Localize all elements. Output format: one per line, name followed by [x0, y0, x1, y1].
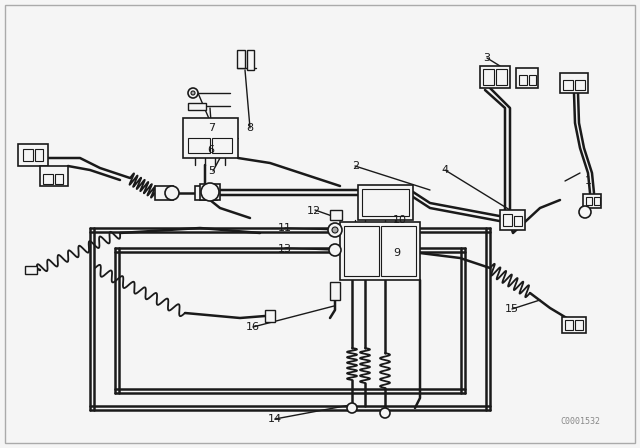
Bar: [500, 210, 525, 230]
Bar: [575, 320, 583, 330]
Text: 8: 8: [246, 123, 253, 133]
Circle shape: [201, 183, 219, 201]
Bar: [563, 80, 573, 90]
Bar: [25, 266, 37, 274]
Bar: [514, 216, 522, 226]
Text: 4: 4: [441, 165, 449, 175]
Bar: [344, 226, 379, 276]
Bar: [188, 103, 206, 110]
Text: 6: 6: [208, 145, 214, 155]
Circle shape: [329, 244, 341, 256]
Text: 14: 14: [268, 414, 282, 424]
Bar: [586, 197, 592, 205]
Bar: [483, 69, 494, 85]
Text: 15: 15: [505, 304, 519, 314]
Bar: [519, 75, 527, 85]
Bar: [247, 50, 254, 70]
Bar: [200, 184, 220, 200]
Circle shape: [380, 408, 390, 418]
Text: 2: 2: [351, 161, 359, 171]
Bar: [362, 189, 409, 216]
Bar: [565, 320, 573, 330]
Bar: [330, 210, 342, 220]
Bar: [212, 138, 232, 153]
Circle shape: [191, 91, 195, 95]
Circle shape: [347, 403, 357, 413]
Bar: [188, 138, 210, 153]
Bar: [155, 186, 173, 200]
Bar: [516, 68, 538, 88]
Circle shape: [328, 223, 342, 237]
Bar: [480, 66, 510, 88]
Text: 16: 16: [246, 322, 260, 332]
Bar: [195, 186, 217, 200]
Text: 11: 11: [278, 224, 292, 233]
Text: 9: 9: [393, 248, 401, 258]
Circle shape: [165, 186, 179, 200]
Bar: [40, 166, 68, 186]
Bar: [594, 197, 600, 205]
Bar: [575, 80, 585, 90]
Bar: [583, 194, 601, 208]
Bar: [183, 118, 238, 158]
Bar: [265, 310, 275, 322]
Bar: [529, 75, 536, 85]
Text: 5: 5: [208, 166, 214, 176]
Bar: [562, 317, 586, 333]
Bar: [496, 69, 507, 85]
Text: 12: 12: [307, 206, 321, 215]
Bar: [237, 50, 245, 68]
Text: 3: 3: [483, 53, 490, 63]
Bar: [330, 282, 340, 300]
Text: C0001532: C0001532: [560, 417, 600, 426]
Circle shape: [188, 88, 198, 98]
Bar: [560, 73, 588, 93]
Bar: [23, 149, 33, 161]
Bar: [35, 149, 43, 161]
Text: 13: 13: [278, 244, 292, 254]
Bar: [55, 174, 63, 184]
Text: 10: 10: [393, 215, 407, 224]
Text: 1: 1: [586, 177, 592, 186]
Bar: [18, 144, 48, 166]
Text: 7: 7: [207, 123, 215, 133]
Bar: [381, 226, 416, 276]
Bar: [43, 174, 53, 184]
Bar: [340, 222, 420, 280]
Circle shape: [332, 227, 338, 233]
Bar: [358, 185, 413, 220]
Bar: [503, 214, 512, 226]
Circle shape: [579, 206, 591, 218]
